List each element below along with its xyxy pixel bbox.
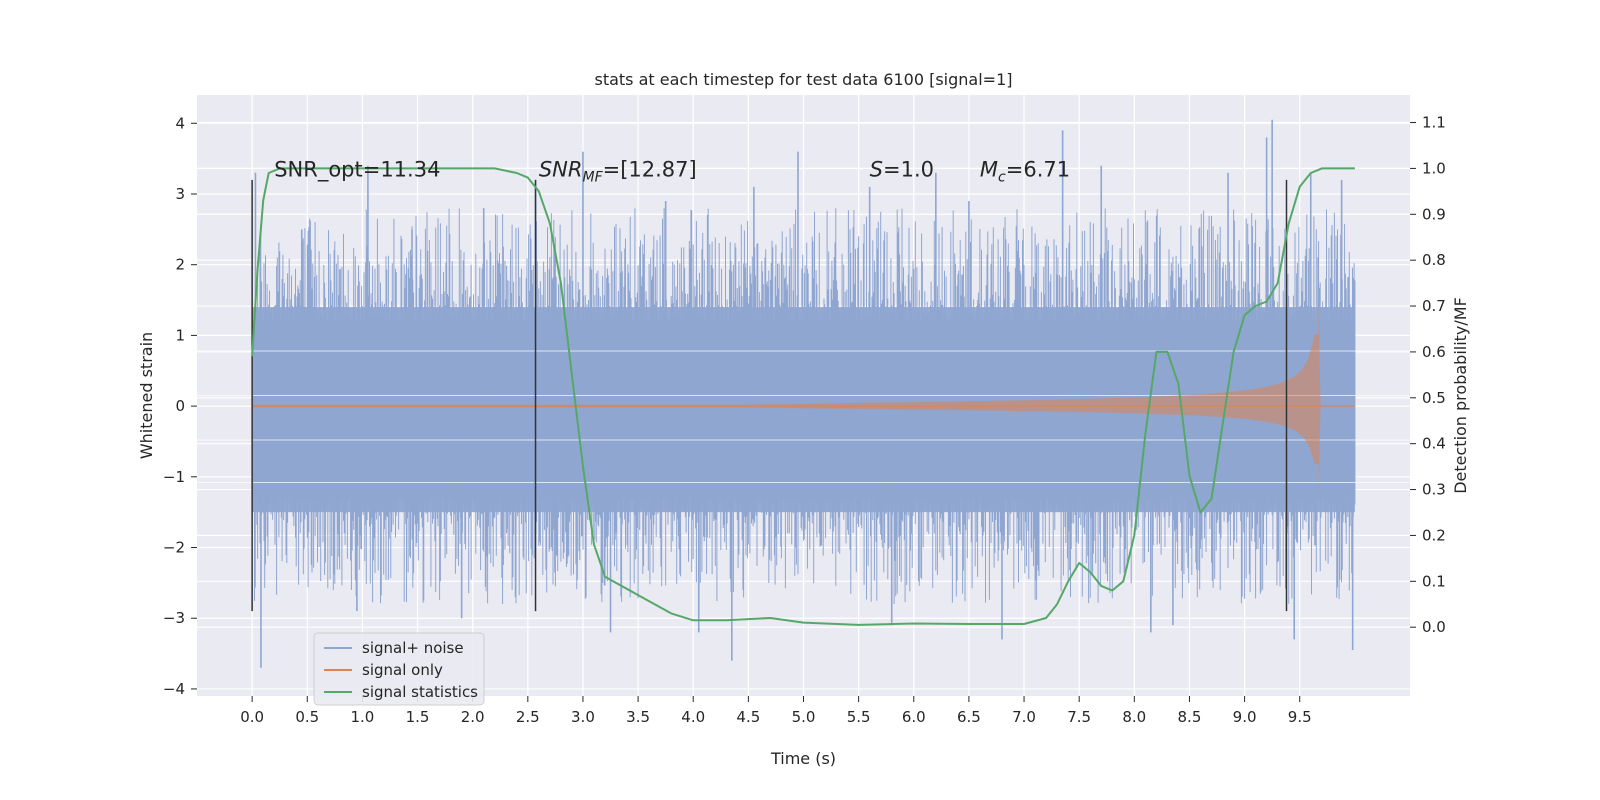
legend: signal+ noise signal only signal statistic… (313, 632, 485, 706)
y-right-tick-label: 0.6 (1422, 343, 1446, 361)
annotation-main: SNR_opt=11.34 (274, 157, 440, 182)
y-right-tick-label: 1.0 (1422, 159, 1446, 177)
legend-label: signal only (362, 661, 443, 679)
y-right-tick-label: 0.0 (1422, 618, 1446, 636)
annotation-text: SNR_opt=11.34 (274, 157, 440, 182)
chart-title: stats at each timestep for test data 610… (594, 70, 1012, 89)
x-tick-label: 5.0 (792, 708, 816, 726)
x-axis: 0.0 0.5 1.0 1.5 2.0 2.5 3.0 3.5 4.0 4.5 5.0 5.5 6.0 6… (240, 696, 1312, 726)
series-signal-only (252, 296, 1355, 491)
y-axis-right-label: Detection probability/MF (1451, 297, 1470, 494)
vertical-markers (251, 179, 1288, 612)
y-right-tick-label: 0.7 (1422, 297, 1446, 315)
annotation-subscript: c (998, 169, 1006, 185)
x-tick-label: 1.0 (350, 708, 374, 726)
y-tick-label: 2 (175, 256, 185, 274)
y-right-tick-label: 0.4 (1422, 435, 1446, 453)
y-tick-label: 3 (175, 185, 185, 203)
annotation-suffix: =[12.87] (603, 157, 697, 181)
x-tick-label: 9.5 (1288, 708, 1312, 726)
annotation-suffix: =1.0 (883, 157, 934, 181)
y-right-tick-label: 0.1 (1422, 572, 1446, 590)
x-axis-label: Time (s) (770, 749, 836, 768)
x-tick-label: 1.5 (406, 708, 430, 726)
legend-box (313, 632, 485, 706)
y-axis-label: Whitened strain (137, 332, 156, 459)
y-tick-label: −1 (163, 468, 185, 486)
annotation-subscript: MF (582, 169, 603, 185)
annotation-main: SNR (539, 157, 583, 181)
y-tick-label: −2 (163, 539, 185, 557)
x-tick-label: 4.5 (736, 708, 760, 726)
y-right-tick-label: 1.1 (1422, 114, 1446, 132)
x-tick-label: 5.5 (847, 708, 871, 726)
x-tick-label: 2.5 (516, 708, 540, 726)
x-tick-label: 4.0 (681, 708, 705, 726)
x-tick-label: 3.0 (571, 708, 595, 726)
x-tick-label: 6.0 (902, 708, 926, 726)
y-tick-label: 4 (175, 114, 185, 132)
legend-label: signal statistics (362, 683, 478, 701)
y-axis-left: −4 −3 −2 −1 0 1 2 3 4 (163, 114, 197, 698)
annotation-main: M (980, 157, 998, 181)
y-right-tick-label: 0.3 (1422, 481, 1446, 499)
y-tick-label: −4 (163, 680, 185, 698)
x-tick-label: 6.5 (957, 708, 981, 726)
x-tick-label: 8.0 (1122, 708, 1146, 726)
x-tick-label: 8.5 (1178, 708, 1202, 726)
y-right-tick-label: 0.5 (1422, 389, 1446, 407)
y-right-tick-label: 0.9 (1422, 205, 1446, 223)
annotation-text: S=1.0 (870, 157, 934, 181)
y-right-tick-label: 0.8 (1422, 251, 1446, 269)
x-tick-label: 0.0 (240, 708, 264, 726)
y-tick-label: −3 (163, 609, 185, 627)
statistics-line (251, 167, 1355, 626)
annotations: SNR_opt=11.34 SNRMF=[12.87] S=1.0 Mc=6.71 (274, 157, 1070, 185)
x-tick-label: 0.5 (295, 708, 319, 726)
y-right-tick-label: 0.2 (1422, 526, 1446, 544)
annotation-text: SNRMF=[12.87] (539, 157, 697, 185)
annotation-text: Mc=6.71 (980, 157, 1070, 185)
x-tick-label: 3.5 (626, 708, 650, 726)
legend-label: signal+ noise (362, 639, 464, 657)
series-signal-statistics (251, 167, 1355, 626)
x-tick-label: 2.0 (461, 708, 485, 726)
y-tick-label: 1 (175, 326, 185, 344)
x-tick-label: 9.0 (1233, 708, 1257, 726)
x-tick-label: 7.0 (1012, 708, 1036, 726)
y-axis-right: 0.0 0.1 0.2 0.3 0.4 0.5 0.6 0.7 0.8 0.9 1.0 1.1 (1410, 114, 1446, 636)
x-tick-label: 7.5 (1067, 708, 1091, 726)
annotation-main: S (870, 157, 883, 181)
annotation-suffix: =6.71 (1006, 157, 1070, 181)
y-tick-label: 0 (175, 397, 185, 415)
plot-content (197, 119, 1410, 668)
